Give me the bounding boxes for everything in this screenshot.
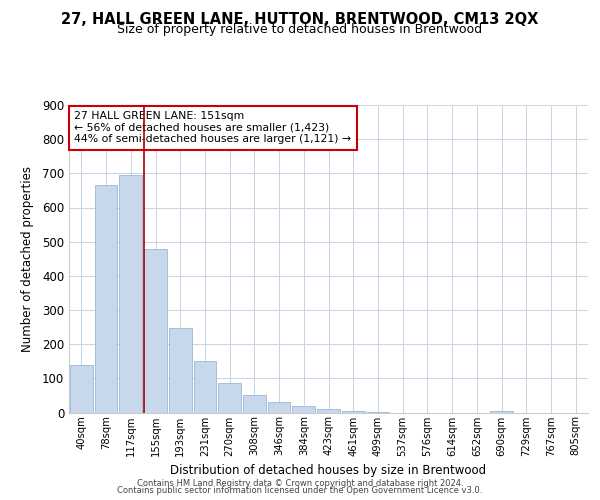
- Bar: [292, 406, 315, 412]
- Text: 27 HALL GREEN LANE: 151sqm
← 56% of detached houses are smaller (1,423)
44% of s: 27 HALL GREEN LANE: 151sqm ← 56% of deta…: [74, 111, 352, 144]
- Y-axis label: Number of detached properties: Number of detached properties: [20, 166, 34, 352]
- Bar: [119, 175, 142, 412]
- Bar: [268, 402, 290, 412]
- X-axis label: Distribution of detached houses by size in Brentwood: Distribution of detached houses by size …: [170, 464, 487, 477]
- Bar: [70, 364, 93, 412]
- Bar: [317, 409, 340, 412]
- Bar: [169, 328, 191, 412]
- Text: Contains HM Land Registry data © Crown copyright and database right 2024.: Contains HM Land Registry data © Crown c…: [137, 478, 463, 488]
- Text: Contains public sector information licensed under the Open Government Licence v3: Contains public sector information licen…: [118, 486, 482, 495]
- Bar: [194, 361, 216, 412]
- Bar: [218, 384, 241, 412]
- Bar: [490, 411, 513, 412]
- Bar: [95, 186, 118, 412]
- Bar: [243, 396, 266, 412]
- Bar: [144, 248, 167, 412]
- Text: 27, HALL GREEN LANE, HUTTON, BRENTWOOD, CM13 2QX: 27, HALL GREEN LANE, HUTTON, BRENTWOOD, …: [61, 12, 539, 28]
- Text: Size of property relative to detached houses in Brentwood: Size of property relative to detached ho…: [118, 24, 482, 36]
